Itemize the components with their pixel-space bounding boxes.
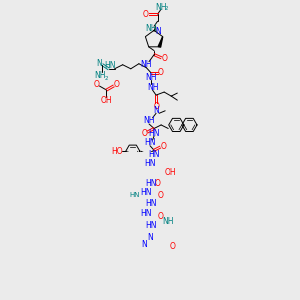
- Text: N: N: [147, 233, 153, 242]
- Text: NH: NH: [143, 116, 155, 125]
- Text: HO: HO: [111, 147, 122, 156]
- Text: OH: OH: [165, 168, 177, 177]
- Text: O: O: [160, 142, 166, 151]
- Text: HN: HN: [148, 128, 160, 137]
- Text: NH: NH: [95, 71, 106, 80]
- Text: O: O: [142, 129, 147, 138]
- Text: HN: HN: [145, 199, 157, 208]
- Text: N: N: [153, 106, 159, 115]
- Text: HN: HN: [144, 159, 156, 168]
- Text: O: O: [94, 80, 100, 89]
- Text: OH: OH: [101, 96, 112, 105]
- Text: HN: HN: [145, 178, 157, 188]
- Text: N: N: [97, 59, 102, 68]
- Text: O: O: [158, 212, 164, 221]
- Text: HN: HN: [144, 138, 156, 147]
- Text: NH: NH: [147, 82, 158, 91]
- Text: O: O: [114, 80, 120, 89]
- Text: NH: NH: [145, 24, 156, 33]
- Text: NH: NH: [145, 73, 157, 82]
- Text: HN: HN: [145, 220, 157, 230]
- Text: O: O: [158, 68, 164, 77]
- Text: NH: NH: [163, 217, 174, 226]
- Text: 2: 2: [165, 6, 168, 10]
- Text: O: O: [142, 10, 148, 19]
- Text: O: O: [154, 178, 160, 188]
- Text: NH: NH: [141, 60, 152, 69]
- Text: O: O: [153, 102, 159, 111]
- Polygon shape: [158, 37, 163, 47]
- Text: N: N: [141, 240, 147, 249]
- Text: O: O: [161, 54, 167, 63]
- Text: N: N: [155, 27, 161, 36]
- Text: HN: HN: [141, 188, 152, 197]
- Text: HN: HN: [148, 150, 160, 159]
- Text: 2: 2: [105, 76, 108, 81]
- Text: HN: HN: [141, 209, 152, 218]
- Text: HN: HN: [129, 192, 140, 198]
- Text: NH: NH: [155, 3, 167, 12]
- Text: O: O: [158, 191, 164, 200]
- Text: HN: HN: [104, 61, 115, 70]
- Text: O: O: [169, 242, 175, 251]
